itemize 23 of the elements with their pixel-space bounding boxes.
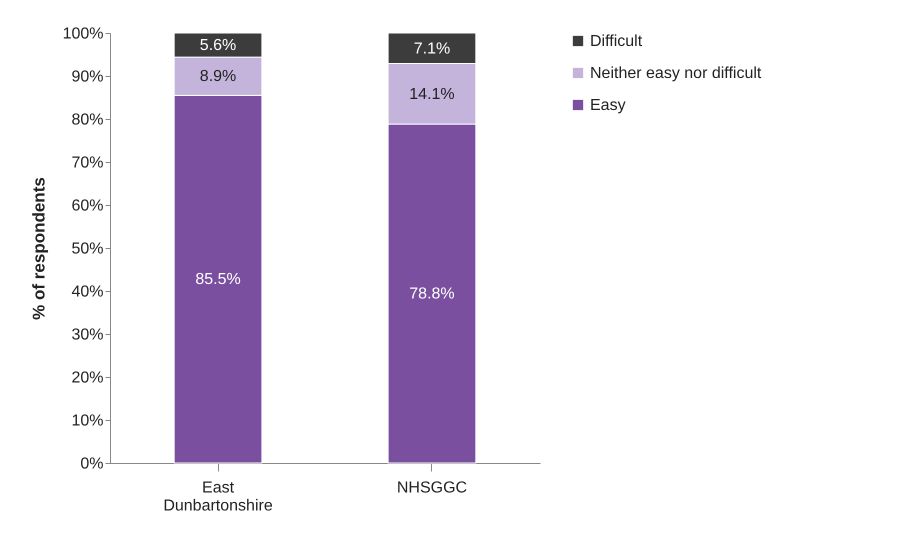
legend-label: Difficult	[590, 33, 643, 50]
text: 78.8%	[409, 286, 455, 303]
y-tick-label: 10%	[71, 412, 104, 430]
y-tick-label: 100%	[62, 26, 104, 42]
y-tick-label: 0%	[80, 456, 104, 472]
y-tick-label: 60%	[71, 198, 104, 214]
y-tick-label: 50%	[71, 240, 104, 258]
text: 14.1%	[409, 86, 455, 103]
x-tick-label: NHSGGC	[396, 480, 468, 496]
y-tick-label: 30%	[71, 326, 104, 344]
y-tick-label: 70%	[71, 154, 104, 172]
text: 8.9%	[200, 68, 236, 86]
y-tick-label: 90%	[71, 68, 104, 86]
y-tick-label: 20%	[71, 370, 104, 386]
text: 5.6%	[200, 37, 236, 54]
y-axis-title: % of respondents	[30, 177, 49, 320]
y-tick-label: 40%	[71, 284, 104, 300]
text: 7.1%	[414, 40, 450, 58]
x-tick-label: East Dunbartonshire	[163, 480, 273, 514]
legend-label: Neither easy nor difficult	[590, 65, 762, 82]
text: 85.5%	[195, 271, 241, 288]
y-tick-label: 80%	[71, 112, 104, 128]
legend-label: Easy	[590, 97, 626, 114]
